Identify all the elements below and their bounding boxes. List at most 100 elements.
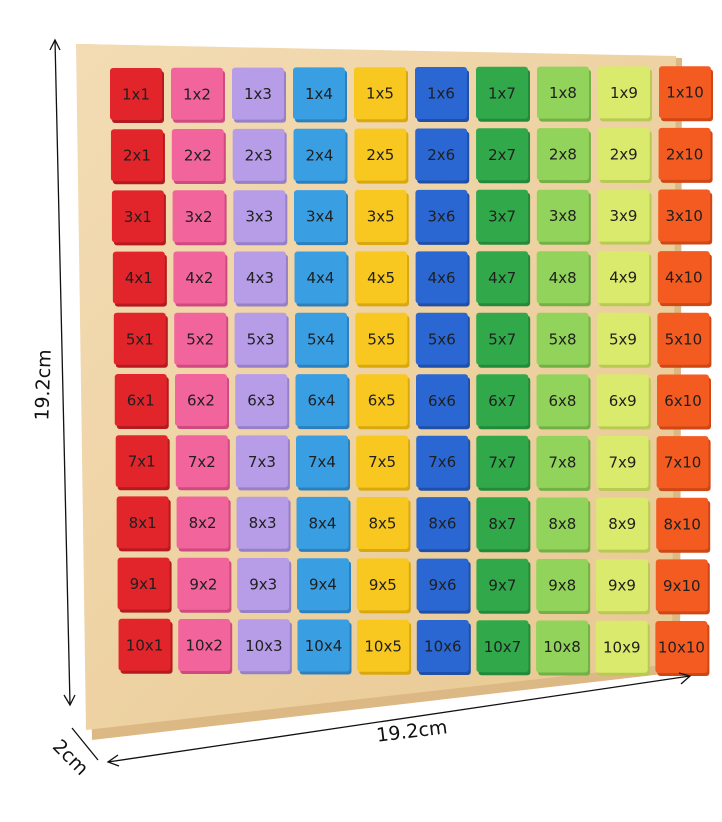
tile	[175, 435, 228, 488]
tile	[416, 497, 469, 550]
tile-label: 2x6	[427, 146, 455, 164]
tile	[416, 435, 469, 488]
tile-label: 8x9	[608, 515, 636, 533]
tile	[173, 251, 226, 304]
arrow	[678, 672, 692, 685]
tile-label: 3x4	[306, 208, 334, 226]
tile-label: 4x9	[609, 269, 637, 287]
tile	[536, 435, 589, 488]
tile-label: 8x10	[663, 515, 701, 533]
tile-label: 10x3	[245, 637, 283, 655]
tile	[356, 558, 409, 611]
tile-label: 6x6	[428, 392, 456, 410]
tile-label: 3x9	[610, 207, 638, 225]
tile-label: 3x6	[427, 207, 455, 225]
tile-label: 5x8	[549, 330, 577, 348]
tile	[235, 435, 288, 488]
tile-label: 7x5	[368, 453, 396, 471]
tile-label: 1x10	[666, 84, 704, 102]
tile	[175, 374, 227, 427]
tile-label: 9x5	[369, 576, 397, 594]
tile-label: 8x7	[488, 515, 516, 533]
tile-label: 7x4	[308, 453, 336, 471]
tile-label: 10x10	[658, 639, 705, 657]
tile-label: 8x6	[428, 515, 456, 533]
tile-label: 9x10	[663, 577, 701, 595]
tile-label: 1x5	[366, 85, 394, 103]
tile-label: 10x4	[305, 637, 343, 655]
dimension-lines	[49, 38, 692, 767]
tile-label: 1x6	[427, 85, 455, 103]
tile-label: 1x1	[122, 86, 150, 104]
tile-label: 5x6	[428, 330, 456, 348]
tile	[415, 128, 468, 181]
tile-label: 6x10	[664, 392, 702, 410]
tile-label: 5x1	[126, 330, 154, 348]
tile	[296, 496, 349, 549]
arrow	[49, 38, 61, 51]
depth-line	[71, 727, 99, 761]
tile	[415, 67, 467, 119]
tile-label: 7x8	[548, 453, 576, 471]
tile-label: 2x7	[488, 146, 516, 164]
tile-label: 3x7	[488, 207, 516, 225]
tile	[171, 129, 224, 182]
tile	[476, 312, 529, 365]
height-label: 19.2cm	[31, 349, 55, 421]
tile-label: 6x4	[308, 392, 336, 410]
tile-label: 10x9	[603, 638, 641, 656]
tile-label: 9x6	[429, 576, 457, 594]
tile-label: 2x1	[123, 147, 151, 165]
width-line	[107, 675, 691, 763]
tile	[177, 557, 230, 610]
tile	[117, 557, 170, 610]
tile-label: 1x2	[183, 85, 211, 103]
tile	[118, 618, 171, 671]
tile-label: 5x10	[665, 330, 703, 348]
tile	[657, 251, 710, 304]
tile-label: 2x9	[610, 146, 638, 164]
tile-grid: 1x1 1x2 1x3 1x4 1x5 1x6 1x7 1x8 1x9 1x10 2x1 2x2 2x3…	[110, 66, 713, 677]
tile	[657, 312, 710, 365]
tile	[297, 558, 349, 611]
tile-label: 9x4	[309, 576, 337, 594]
tile	[476, 251, 529, 304]
tile	[111, 190, 164, 243]
tile	[234, 312, 287, 365]
tile	[597, 251, 650, 304]
tile	[295, 374, 348, 427]
tile	[355, 374, 408, 427]
tile-label: 2x3	[245, 146, 273, 164]
tile-label: 10x2	[185, 637, 223, 655]
tile-label: 9x2	[189, 575, 217, 593]
tile	[110, 68, 162, 120]
tile-label: 4x1	[125, 269, 153, 287]
tile-label: 10x1	[126, 636, 164, 654]
tile	[597, 312, 649, 365]
tile	[115, 435, 168, 488]
tile-label: 7x10	[664, 454, 702, 472]
tile	[113, 312, 166, 365]
tile	[537, 66, 589, 119]
height-line	[54, 39, 71, 706]
tile	[294, 251, 347, 304]
tile	[293, 128, 346, 181]
tile	[657, 374, 709, 427]
tile-label: 7x3	[248, 453, 276, 471]
tile-label: 4x3	[246, 269, 274, 287]
tile	[596, 374, 649, 427]
tile	[658, 189, 711, 242]
tile	[659, 66, 711, 119]
tile-label: 4x6	[428, 269, 456, 287]
tile-label: 3x3	[245, 208, 273, 226]
tile-label: 3x10	[665, 207, 703, 225]
tile-label: 4x7	[488, 269, 516, 287]
tile-label: 5x7	[488, 330, 516, 348]
tile-label: 5x4	[307, 330, 335, 348]
tile-label: 6x1	[127, 392, 155, 410]
tile	[416, 374, 468, 427]
tile	[476, 497, 529, 550]
tile-label: 2x4	[306, 146, 334, 164]
tile-label: 2x8	[549, 146, 577, 164]
tile	[536, 128, 589, 181]
